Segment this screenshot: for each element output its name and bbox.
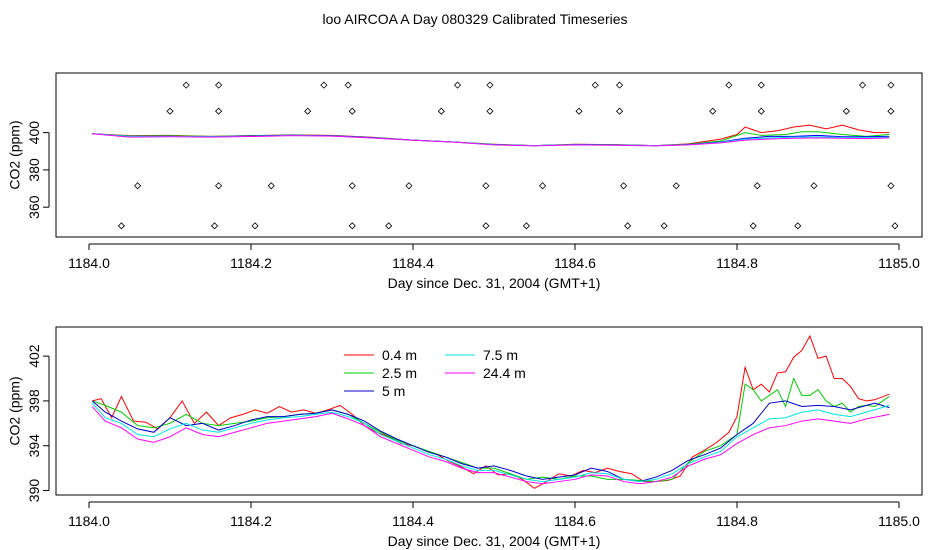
data-point-marker (437, 107, 445, 115)
data-point-marker (749, 222, 757, 230)
x-tick-label: 1184.4 (392, 255, 434, 271)
legend-label: 0.4 m (382, 347, 417, 363)
x-tick-label: 1184.8 (716, 255, 758, 271)
data-point-marker (210, 222, 219, 230)
data-point-marker (405, 182, 413, 190)
data-point-marker (344, 81, 352, 89)
x-tick-label: 1184.0 (68, 513, 110, 529)
x-tick-label: 1184.4 (392, 513, 434, 529)
chart-title: loo AIRCOA A Day 080329 Calibrated Times… (322, 11, 628, 27)
top-panel: 1184.0 1184.2 1184.4 1184.6 1184.8 1185.0 Day … (7, 72, 923, 291)
legend-label: 5 m (382, 383, 405, 399)
data-point-marker (166, 107, 174, 115)
data-point-marker (348, 182, 356, 190)
plot-frame (55, 326, 923, 496)
y-tick-label: 400 (26, 121, 42, 145)
data-point-marker (615, 107, 624, 115)
y-tick-label: 394 (26, 434, 42, 458)
data-point-marker (615, 81, 624, 89)
x-tick-label: 1184.8 (716, 513, 758, 529)
data-point-marker (575, 107, 583, 115)
x-tick-label: 1185.0 (878, 255, 920, 271)
data-point-marker (482, 182, 490, 190)
legend-label: 2.5 m (382, 365, 417, 381)
data-point-marker (267, 182, 275, 190)
data-point-marker (660, 222, 668, 230)
y-tick-label: 360 (26, 195, 42, 219)
data-point-marker (522, 222, 530, 230)
data-point-marker (887, 81, 895, 89)
legend-label: 24.4 m (483, 365, 526, 381)
data-point-marker (486, 107, 494, 115)
data-point-marker (753, 182, 761, 190)
data-point-marker (134, 182, 142, 190)
series-line-24-4-m (91, 406, 890, 485)
data-point-marker (757, 107, 765, 115)
data-point-marker (215, 107, 223, 115)
data-point-marker (182, 81, 190, 89)
data-point-marker (858, 81, 867, 89)
y-tick-label: 402 (26, 344, 42, 368)
y-tick-label: 390 (26, 479, 42, 503)
data-point-marker (348, 222, 356, 230)
y-tick-label: 398 (26, 389, 42, 413)
data-point-marker (117, 222, 125, 230)
y-axis-label: CO2 (ppm) (7, 376, 23, 445)
data-point-marker (320, 81, 328, 89)
data-point-marker (251, 222, 259, 230)
series-line-0-4-m (92, 334, 890, 489)
data-point-marker (709, 107, 717, 115)
x-axis-label: Day since Dec. 31, 2004 (GMT+1) (388, 275, 601, 291)
x-tick-label: 1184.2 (230, 255, 272, 271)
data-point-marker (672, 182, 680, 190)
plot-area (91, 334, 890, 489)
data-point-marker (757, 81, 765, 89)
series-line-4 (92, 133, 890, 147)
data-point-marker (891, 222, 899, 230)
plot-area (92, 81, 899, 230)
data-point-marker (215, 81, 223, 89)
data-point-marker (620, 182, 628, 190)
data-point-marker (887, 182, 895, 190)
data-point-marker (539, 182, 547, 190)
data-point-marker (304, 107, 312, 115)
plot-frame (55, 72, 923, 238)
y-axis-label: CO2 (ppm) (7, 120, 23, 189)
data-point-marker (486, 81, 494, 89)
data-point-marker (624, 222, 632, 230)
data-point-marker (453, 81, 462, 89)
y-tick-label: 380 (26, 158, 42, 182)
x-tick-label: 1184.6 (554, 255, 596, 271)
data-point-marker (215, 182, 223, 190)
data-point-marker (482, 222, 490, 230)
data-point-marker (887, 107, 895, 115)
series-line-5-m (91, 400, 890, 483)
data-point-marker (842, 107, 850, 115)
data-point-marker (794, 222, 802, 230)
legend: 0.4 m 2.5 m 5 m 7.5 m 24.4 m (344, 347, 526, 399)
data-point-marker (725, 81, 733, 89)
x-tick-label: 1184.0 (68, 255, 110, 271)
data-point-marker (348, 107, 356, 115)
bottom-panel: 1184.0 1184.2 1184.4 1184.6 1184.8 1185.0 Day … (7, 326, 923, 549)
x-tick-label: 1184.2 (230, 513, 272, 529)
legend-label: 7.5 m (483, 347, 518, 363)
series-line-7-5-m (91, 402, 890, 483)
x-axis-label: Day since Dec. 31, 2004 (GMT+1) (388, 533, 601, 549)
x-tick-label: 1185.0 (878, 513, 920, 529)
x-tick-label: 1184.6 (554, 513, 596, 529)
data-point-marker (810, 182, 818, 190)
data-point-marker (385, 222, 393, 230)
data-point-marker (591, 81, 599, 89)
